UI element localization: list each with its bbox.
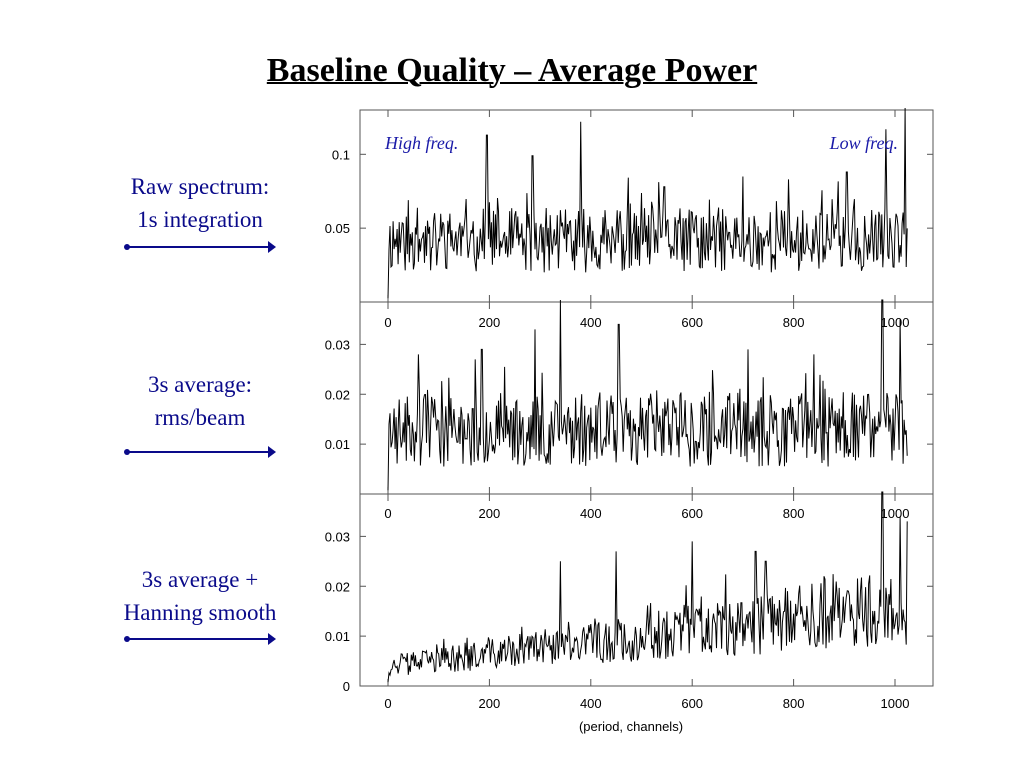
x-tick-label: 200 <box>479 315 501 330</box>
x-tick-label: 400 <box>580 315 602 330</box>
y-tick-label: 0.03 <box>325 337 350 352</box>
y-tick-label: 0.02 <box>325 387 350 402</box>
panel-label-raw-spectrum: Raw spectrum: 1s integration <box>95 170 305 236</box>
series-line <box>387 299 908 491</box>
x-tick-label: 800 <box>783 315 805 330</box>
y-tick-label: 0.01 <box>325 437 350 452</box>
x-tick-label: 600 <box>681 696 703 711</box>
panel-label-line: 3s average + <box>141 567 259 592</box>
series-line <box>387 107 908 299</box>
panel-label-line: 1s integration <box>137 207 263 232</box>
plot-frame <box>359 493 934 687</box>
panel-label-3s-average: 3s average: rms/beam <box>95 368 305 434</box>
panel-label-line: Hanning smooth <box>123 600 277 625</box>
x-tick-label: 0 <box>384 506 391 521</box>
panel-label-line: 3s average: <box>147 372 253 397</box>
x-tick-label: 400 <box>580 506 602 521</box>
x-tick-label: 600 <box>681 506 703 521</box>
x-axis-label: (period, channels) <box>579 719 683 734</box>
x-tick-label: 1000 <box>881 696 910 711</box>
x-tick-label: 400 <box>580 696 602 711</box>
series-line <box>387 491 908 683</box>
annotation-low-freq: Low freq. <box>829 133 898 153</box>
annotation-high-freq: High freq. <box>384 133 458 153</box>
x-tick-label: 800 <box>783 506 805 521</box>
x-tick-label: 200 <box>479 696 501 711</box>
plot-frame <box>359 301 934 495</box>
y-tick-label: 0.02 <box>325 579 350 594</box>
y-tick-label: 0.03 <box>325 529 350 544</box>
slide-title: Baseline Quality – Average Power <box>266 52 758 89</box>
x-tick-label: 1000 <box>881 315 910 330</box>
x-tick-label: 0 <box>384 696 391 711</box>
panel-label-hanning: 3s average + Hanning smooth <box>95 563 305 629</box>
right-arrow-icon <box>124 241 276 253</box>
x-tick-label: 1000 <box>881 506 910 521</box>
y-tick-label: 0.1 <box>332 147 350 162</box>
x-tick-label: 0 <box>384 315 391 330</box>
right-arrow-icon <box>124 446 276 458</box>
y-tick-label: 0.05 <box>325 221 350 236</box>
panel-label-line: Raw spectrum: <box>130 174 270 199</box>
x-tick-label: 800 <box>783 696 805 711</box>
right-arrow-icon <box>124 633 276 645</box>
y-tick-label: 0.01 <box>325 629 350 644</box>
x-tick-label: 200 <box>479 506 501 521</box>
y-tick-label: 0 <box>343 679 350 694</box>
x-tick-label: 600 <box>681 315 703 330</box>
panel-label-line: rms/beam <box>154 405 246 430</box>
